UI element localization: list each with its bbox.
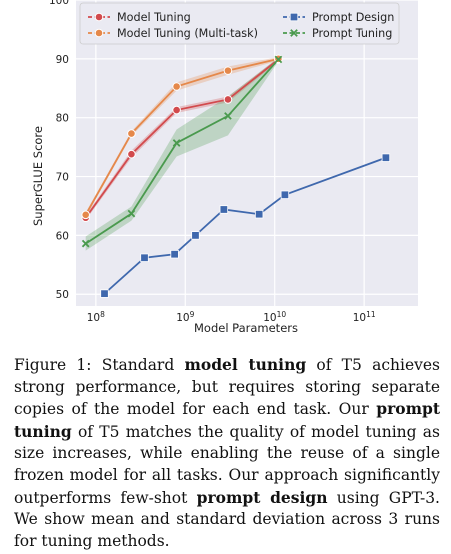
data-point [274, 55, 283, 64]
legend-marker [94, 28, 104, 38]
legend-label: Model Tuning (Multi-task) [117, 27, 258, 40]
figure-caption: Figure 1: Standard model tuning of T5 ac… [14, 354, 440, 552]
data-point [224, 112, 232, 120]
legend-box [79, 2, 400, 45]
data-point [254, 209, 264, 219]
data-point [127, 129, 136, 138]
std-band [85, 57, 279, 251]
legend-marker [289, 12, 299, 22]
y-tick-label: 80 [56, 113, 69, 125]
data-point [172, 105, 181, 115]
caption-bold-term: model tuning [184, 355, 307, 374]
data-point [219, 205, 229, 214]
caption-bold-term: prompt design [196, 487, 328, 507]
data-point [100, 289, 109, 298]
data-point [172, 82, 181, 91]
data-point [280, 190, 290, 199]
data-point [81, 239, 90, 248]
legend-label: Prompt Tuning [312, 27, 392, 40]
legend: Model Tuning Model Tuning (Multi-task) Pro… [79, 2, 400, 45]
series-markers [81, 54, 391, 298]
y-tick-label: 60 [56, 230, 69, 242]
y-tick-label: 70 [56, 172, 69, 184]
data-point [223, 66, 233, 75]
data-point [191, 231, 200, 240]
x-tick-labels: 108 109 1010 1011 [87, 310, 376, 324]
data-point [140, 253, 149, 262]
y-tick-labels: 50 60 70 80 90 100 [49, 0, 69, 301]
data-point [381, 153, 391, 162]
data-point [223, 95, 233, 104]
data-point [127, 149, 136, 159]
legend-label: Prompt Design [312, 11, 394, 24]
caption-text: of T5 matches the quality of model tunin… [14, 422, 440, 507]
legend-label: Model Tuning [117, 11, 191, 24]
chart: 50 60 70 80 90 100 108 109 1010 1011 SuperGLUE S… [31, 0, 418, 335]
caption-text: using GPT-3. We show mean and standard d… [14, 488, 440, 550]
x-tick-label: 1011 [353, 310, 376, 324]
x-axis-label: Model Parameters [194, 321, 298, 335]
x-tick-label: 108 [87, 310, 105, 324]
caption-text: of T5 achieves strong performance, but r… [14, 356, 440, 419]
x-tick-label: 1010 [263, 310, 286, 324]
legend-marker [290, 29, 298, 37]
data-point [81, 210, 90, 220]
y-tick-label: 90 [56, 54, 69, 66]
data-point [127, 209, 136, 218]
series-line [103, 156, 387, 295]
y-axis-label: SuperGLUE Score [31, 126, 45, 226]
data-point [172, 139, 181, 147]
grid [76, 0, 418, 306]
y-tick-label: 50 [56, 289, 69, 301]
data-point [170, 250, 179, 259]
caption-text: Figure 1: Standard [14, 356, 185, 374]
x-tick-label: 109 [176, 310, 194, 324]
caption-bold-term: prompt tuning [14, 399, 440, 441]
y-tick-label: 100 [49, 0, 69, 7]
legend-marker [94, 12, 104, 22]
